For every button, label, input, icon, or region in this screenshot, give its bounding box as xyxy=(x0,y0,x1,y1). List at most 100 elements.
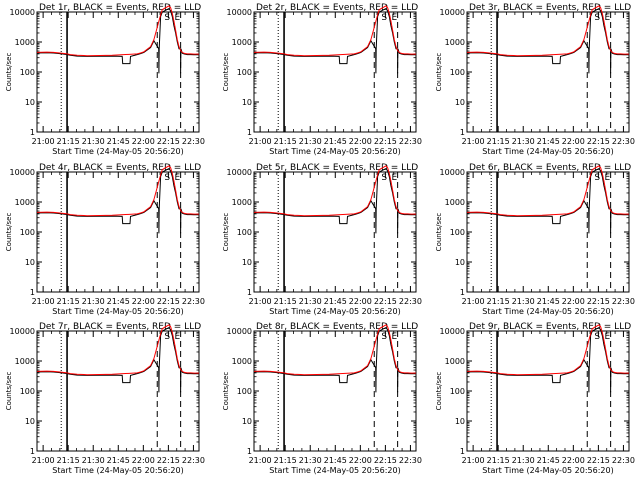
x-tick-label: 22:15 xyxy=(157,456,180,465)
y-tick-label: 10000 xyxy=(227,8,252,17)
annotation-end: E xyxy=(174,332,180,342)
events-series xyxy=(466,326,629,393)
x-tick-label: 21:45 xyxy=(324,456,347,465)
y-tick-label: 10 xyxy=(25,258,35,267)
x-tick-label: 22:00 xyxy=(132,137,155,146)
x-tick-label: 22:00 xyxy=(562,137,585,146)
y-axis-label: Counts/sec xyxy=(5,372,13,411)
events-series xyxy=(466,167,629,234)
x-axis-label: Start Time (24-May-05 20:56:20) xyxy=(482,147,613,156)
y-tick-label: 10000 xyxy=(440,168,465,177)
y-tick-label: 10 xyxy=(25,417,35,426)
lld-series xyxy=(466,5,629,57)
x-tick-label: 21:45 xyxy=(107,456,130,465)
x-tick-label: 22:00 xyxy=(349,137,372,146)
x-tick-label: 21:15 xyxy=(487,456,510,465)
x-tick-label: 21:00 xyxy=(249,297,272,306)
annotation-start: S xyxy=(594,173,600,183)
panel-6: Det 6r, BLACK = Events, RED = LLD 1 10 100 1… xyxy=(435,163,635,316)
y-tick-label: 1 xyxy=(460,288,465,297)
y-axis-label: Counts/sec xyxy=(222,213,230,252)
y-tick-label: 1 xyxy=(247,288,252,297)
y-tick-label: 100 xyxy=(237,68,252,77)
x-tick-label: 21:30 xyxy=(299,456,322,465)
panel-1: Det 1r, BLACK = Events, RED = LLD 1 10 100 1… xyxy=(5,3,205,156)
y-axis-label: Counts/sec xyxy=(5,53,13,92)
panel-title: Det 5r, BLACK = Events, RED = LLD xyxy=(256,163,418,173)
lld-series xyxy=(36,324,199,376)
x-tick-label: 22:00 xyxy=(349,297,372,306)
x-tick-label: 21:30 xyxy=(82,456,105,465)
y-axis-label: Counts/sec xyxy=(5,213,13,252)
x-axis-label: Start Time (24-May-05 20:56:20) xyxy=(52,307,183,316)
y-tick-label: 100 xyxy=(20,228,35,237)
y-tick-label: 1000 xyxy=(15,357,35,366)
lld-series xyxy=(253,324,416,376)
y-axis-label: Counts/sec xyxy=(435,53,443,92)
panel-4: Det 4r, BLACK = Events, RED = LLD 1 10 100 1… xyxy=(5,163,205,316)
x-tick-label: 21:15 xyxy=(57,456,80,465)
annotation-start: S xyxy=(164,13,170,23)
y-tick-label: 10000 xyxy=(440,8,465,17)
x-tick-label: 21:00 xyxy=(32,137,55,146)
panel-title: Det 3r, BLACK = Events, RED = LLD xyxy=(469,3,631,13)
x-tick-label: 21:15 xyxy=(274,137,297,146)
x-tick-label: 22:15 xyxy=(587,297,610,306)
annotation-start: S xyxy=(594,332,600,342)
y-tick-label: 100 xyxy=(20,68,35,77)
panel-5: Det 5r, BLACK = Events, RED = LLD 1 10 100 1… xyxy=(222,163,422,316)
y-axis-label: Counts/sec xyxy=(222,53,230,92)
y-tick-label: 1000 xyxy=(232,38,252,47)
panel-title: Det 4r, BLACK = Events, RED = LLD xyxy=(39,163,201,173)
x-tick-label: 22:30 xyxy=(399,456,422,465)
x-tick-label: 22:15 xyxy=(374,456,397,465)
y-tick-label: 10 xyxy=(242,98,252,107)
x-axis-label: Start Time (24-May-05 20:56:20) xyxy=(482,307,613,316)
annotation-start: S xyxy=(381,173,387,183)
y-tick-label: 10000 xyxy=(10,8,35,17)
annotation-end: E xyxy=(174,173,180,183)
lld-series xyxy=(36,5,199,57)
events-series xyxy=(36,167,199,234)
y-tick-label: 1000 xyxy=(232,198,252,207)
lld-series xyxy=(253,165,416,217)
annotation-end: E xyxy=(604,173,610,183)
x-axis-label: Start Time (24-May-05 20:56:20) xyxy=(482,466,613,475)
x-tick-label: 21:45 xyxy=(324,297,347,306)
y-tick-label: 1 xyxy=(30,447,35,456)
y-tick-label: 10000 xyxy=(440,327,465,336)
events-series xyxy=(36,326,199,393)
y-tick-label: 100 xyxy=(450,228,465,237)
x-tick-label: 21:45 xyxy=(107,137,130,146)
x-tick-label: 22:15 xyxy=(157,137,180,146)
x-tick-label: 22:00 xyxy=(132,297,155,306)
x-tick-label: 22:15 xyxy=(374,297,397,306)
y-tick-label: 1 xyxy=(247,128,252,137)
x-tick-label: 21:30 xyxy=(82,297,105,306)
x-tick-label: 21:15 xyxy=(57,297,80,306)
x-tick-label: 21:00 xyxy=(462,297,485,306)
y-tick-label: 1 xyxy=(460,447,465,456)
events-series xyxy=(253,167,416,234)
panel-8: Det 8r, BLACK = Events, RED = LLD 1 10 100 1… xyxy=(222,322,422,475)
lld-series xyxy=(253,5,416,57)
events-series xyxy=(36,7,199,74)
x-tick-label: 21:00 xyxy=(462,456,485,465)
annotation-start: S xyxy=(164,173,170,183)
x-tick-label: 22:00 xyxy=(349,456,372,465)
x-tick-label: 21:00 xyxy=(249,137,272,146)
x-tick-label: 21:30 xyxy=(512,456,535,465)
x-tick-label: 21:30 xyxy=(299,137,322,146)
x-axis-label: Start Time (24-May-05 20:56:20) xyxy=(52,147,183,156)
x-tick-label: 21:45 xyxy=(537,297,560,306)
annotation-start: S xyxy=(594,13,600,23)
x-tick-label: 21:30 xyxy=(299,297,322,306)
x-tick-label: 21:45 xyxy=(107,297,130,306)
x-tick-label: 21:15 xyxy=(274,456,297,465)
x-tick-label: 21:30 xyxy=(512,137,535,146)
x-tick-label: 22:15 xyxy=(587,456,610,465)
x-tick-label: 22:30 xyxy=(182,297,205,306)
y-tick-label: 10 xyxy=(455,98,465,107)
y-tick-label: 1 xyxy=(247,447,252,456)
